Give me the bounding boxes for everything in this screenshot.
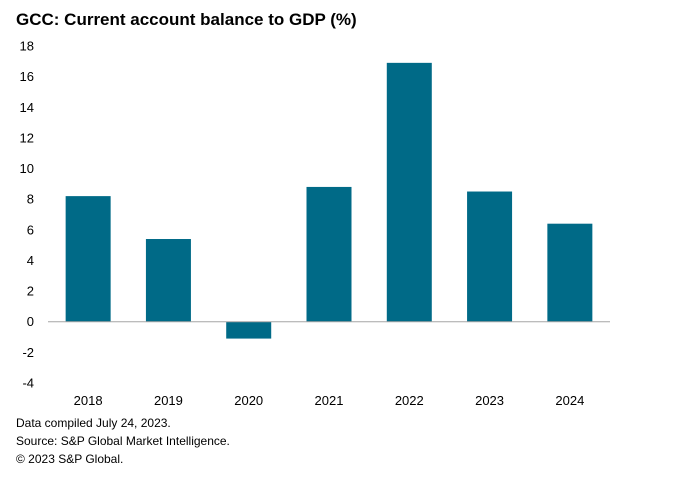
y-tick-label: -4: [22, 376, 34, 391]
chart-title: GCC: Current account balance to GDP (%): [16, 10, 357, 29]
y-tick-label: 0: [27, 314, 34, 329]
source-note: Source: S&P Global Market Intelligence.: [16, 434, 230, 448]
bar-2019: [145, 239, 191, 322]
x-tick-label: 2021: [315, 393, 344, 408]
data-compiled-note: Data compiled July 24, 2023.: [16, 416, 171, 430]
bar-2022: [386, 62, 432, 322]
bar-2018: [65, 196, 111, 322]
x-tick-label: 2024: [555, 393, 584, 408]
bar-2024: [547, 223, 593, 322]
bar-series: [65, 62, 593, 339]
copyright-note: © 2023 S&P Global.: [16, 452, 124, 466]
bar-2020: [226, 321, 272, 339]
bar-2021: [306, 186, 352, 322]
x-tick-label: 2023: [475, 393, 504, 408]
y-tick-label: 6: [27, 222, 34, 237]
bar-2023: [467, 191, 513, 322]
bar-chart: -4 -2 0 2 4 6 8 10 12 14 16 18 2018 2019 2020 2021 2022…: [20, 39, 610, 408]
y-tick-label: 8: [27, 192, 34, 207]
y-axis-ticks: -4 -2 0 2 4 6 8 10 12 14 16 18: [20, 39, 34, 391]
y-tick-label: 14: [20, 100, 34, 115]
x-tick-label: 2019: [154, 393, 183, 408]
x-tick-label: 2022: [395, 393, 424, 408]
y-tick-label: 10: [20, 161, 34, 176]
x-tick-label: 2020: [234, 393, 263, 408]
y-tick-label: -2: [22, 345, 34, 360]
x-axis-ticks: 2018 2019 2020 2021 2022 2023 2024: [74, 393, 585, 408]
x-tick-label: 2018: [74, 393, 103, 408]
footnotes: Data compiled July 24, 2023. Source: S&P…: [16, 414, 230, 468]
y-tick-label: 18: [20, 39, 34, 54]
y-tick-label: 12: [20, 130, 34, 145]
y-tick-label: 2: [27, 284, 34, 299]
y-tick-label: 4: [27, 253, 34, 268]
y-tick-label: 16: [20, 69, 34, 84]
